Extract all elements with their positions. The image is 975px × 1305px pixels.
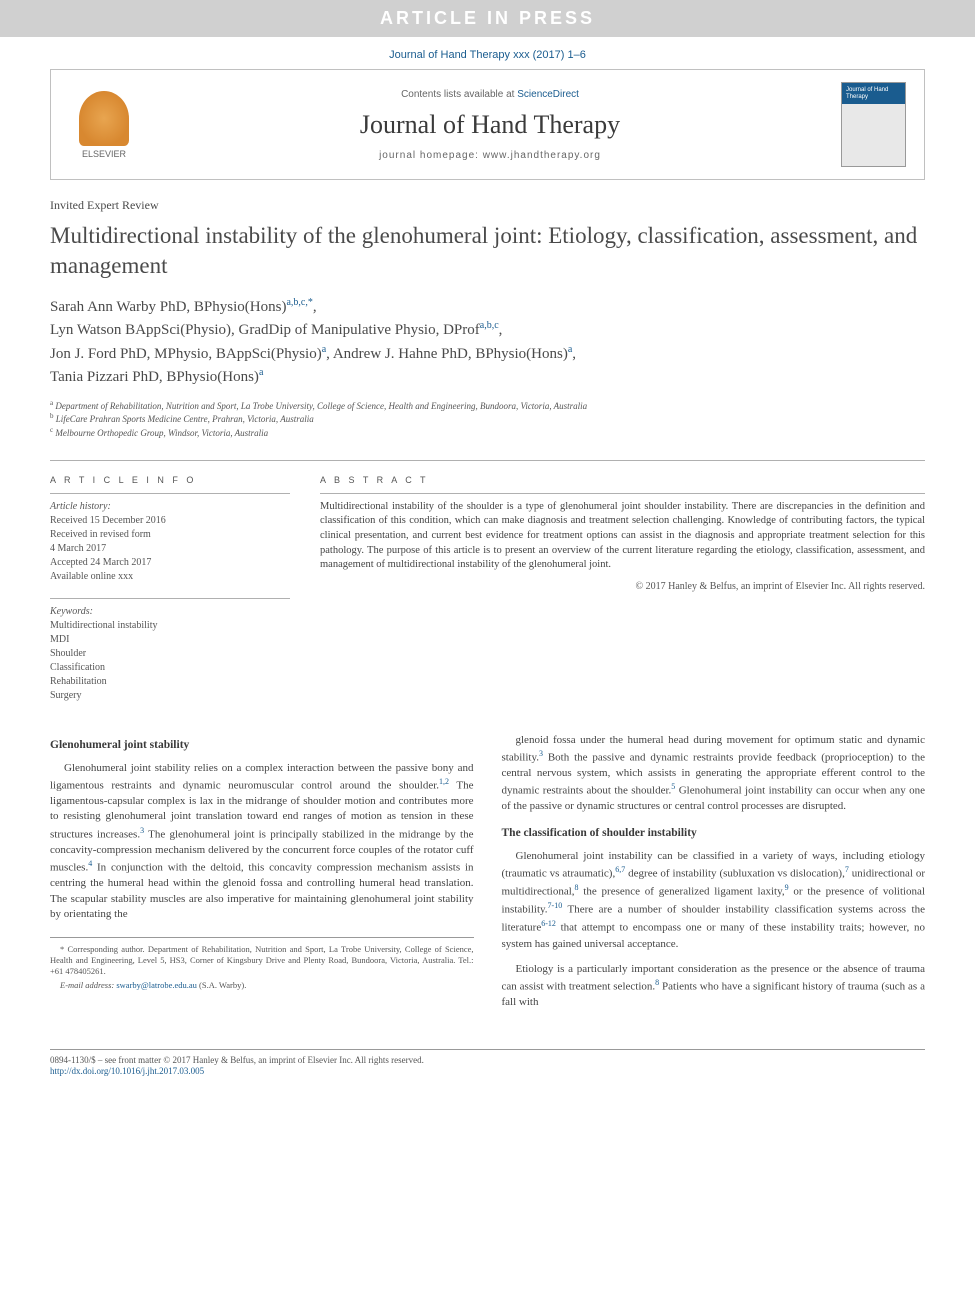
email-label: E-mail address:	[60, 980, 116, 990]
contents-prefix: Contents lists available at	[401, 89, 517, 100]
article-info-label: A R T I C L E I N F O	[50, 475, 290, 485]
history-line: 4 March 2017	[50, 542, 290, 556]
corresponding-author-block: * Corresponding author. Department of Re…	[50, 937, 474, 991]
corr-email-line: E-mail address: swarby@latrobe.edu.au (S…	[50, 980, 474, 991]
article-title: Multidirectional instability of the glen…	[50, 221, 925, 281]
keyword: MDI	[50, 633, 290, 647]
author-list: Sarah Ann Warby PhD, BPhysio(Hons)a,b,c,…	[50, 295, 925, 389]
elsevier-logo: ELSEVIER	[69, 85, 139, 165]
keywords-block: Keywords: Multidirectional instabilityMD…	[50, 598, 290, 703]
history-label: Article history:	[50, 500, 290, 514]
abstract-label: A B S T R A C T	[320, 475, 925, 485]
cover-thumb-label: Journal of Hand Therapy	[846, 87, 905, 100]
abstract-column: A B S T R A C T Multidirectional instabi…	[320, 475, 925, 703]
elsevier-label: ELSEVIER	[82, 149, 126, 159]
keyword: Surgery	[50, 689, 290, 703]
header-center: Contents lists available at ScienceDirec…	[139, 89, 841, 161]
footer-bar: 0894-1130/$ – see front matter © 2017 Ha…	[50, 1049, 925, 1078]
history-line: Received in revised form	[50, 528, 290, 542]
journal-homepage-line: journal homepage: www.jhandtherapy.org	[139, 150, 841, 161]
history-line: Received 15 December 2016	[50, 514, 290, 528]
footer-copyright: 0894-1130/$ – see front matter © 2017 Ha…	[50, 1055, 925, 1067]
body-text-columns: Glenohumeral joint stability Glenohumera…	[50, 733, 925, 1011]
article-type: Invited Expert Review	[50, 198, 925, 213]
author-email-link[interactable]: swarby@latrobe.edu.au	[116, 980, 197, 990]
doi-link[interactable]: http://dx.doi.org/10.1016/j.jht.2017.03.…	[50, 1066, 204, 1076]
journal-title: Journal of Hand Therapy	[139, 110, 841, 140]
keyword: Shoulder	[50, 647, 290, 661]
keyword: Classification	[50, 661, 290, 675]
abstract-text: Multidirectional instability of the shou…	[320, 493, 925, 573]
article-content: Invited Expert Review Multidirectional i…	[0, 180, 975, 1041]
article-history: Article history: Received 15 December 20…	[50, 493, 290, 584]
journal-cover-thumbnail: Journal of Hand Therapy	[841, 82, 906, 167]
keyword: Multidirectional instability	[50, 619, 290, 633]
article-info-column: A R T I C L E I N F O Article history: R…	[50, 475, 290, 703]
homepage-url: www.jhandtherapy.org	[483, 150, 601, 161]
section-heading-stability: Glenohumeral joint stability	[50, 737, 474, 753]
corr-star: *	[60, 944, 64, 954]
keyword: Rehabilitation	[50, 675, 290, 689]
homepage-prefix: journal homepage:	[379, 150, 483, 161]
body-paragraph: glenoid fossa under the humeral head dur…	[502, 733, 926, 815]
body-paragraph: Glenohumeral joint stability relies on a…	[50, 761, 474, 923]
contents-available-line: Contents lists available at ScienceDirec…	[139, 89, 841, 100]
elsevier-tree-icon	[79, 91, 129, 146]
keywords-label: Keywords:	[50, 605, 290, 619]
affiliations: a Department of Rehabilitation, Nutritio…	[50, 399, 925, 440]
info-abstract-row: A R T I C L E I N F O Article history: R…	[50, 460, 925, 703]
journal-header-box: ELSEVIER Contents lists available at Sci…	[50, 69, 925, 180]
body-paragraph: Etiology is a particularly important con…	[502, 962, 926, 1011]
journal-reference: Journal of Hand Therapy xxx (2017) 1–6	[0, 37, 975, 69]
history-line: Available online xxx	[50, 570, 290, 584]
history-line: Accepted 24 March 2017	[50, 556, 290, 570]
article-in-press-banner: ARTICLE IN PRESS	[0, 0, 975, 37]
section-heading-classification: The classification of shoulder instabili…	[502, 825, 926, 841]
sciencedirect-link[interactable]: ScienceDirect	[517, 89, 579, 100]
abstract-copyright: © 2017 Hanley & Belfus, an imprint of El…	[320, 581, 925, 592]
body-paragraph: Glenohumeral joint instability can be cl…	[502, 849, 926, 952]
email-suffix: (S.A. Warby).	[197, 980, 246, 990]
corr-text: * Corresponding author. Department of Re…	[50, 944, 474, 977]
